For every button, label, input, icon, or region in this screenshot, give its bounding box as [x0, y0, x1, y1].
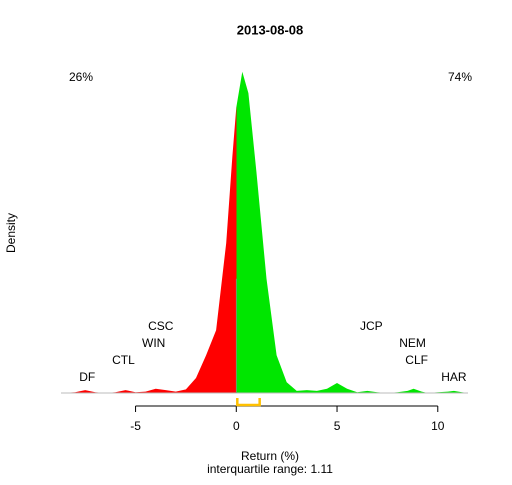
x-tick-label: 10: [431, 419, 445, 433]
stock-label: NEM: [399, 336, 426, 350]
stock-label: JCP: [360, 319, 383, 333]
chart-title: 2013-08-08: [237, 22, 304, 37]
x-tick-label: -5: [130, 419, 141, 433]
stock-label: CLF: [405, 353, 428, 367]
stock-label: DF: [79, 370, 95, 384]
x-tick-label: 5: [334, 419, 341, 433]
positive-share: 74%: [448, 70, 472, 84]
negative-share: 26%: [69, 70, 93, 84]
y-axis-label: Density: [4, 213, 18, 253]
x-tick-label: 0: [233, 419, 240, 433]
iqr-bracket: [236, 398, 261, 407]
subtitle: interquartile range: 1.11: [207, 462, 333, 476]
x-axis-label: Return (%): [241, 449, 299, 463]
stock-label: WIN: [142, 336, 165, 350]
density-area: [61, 71, 468, 393]
stock-label: HAR: [441, 370, 467, 384]
stock-label: CTL: [112, 353, 135, 367]
stock-label: CSC: [148, 319, 174, 333]
